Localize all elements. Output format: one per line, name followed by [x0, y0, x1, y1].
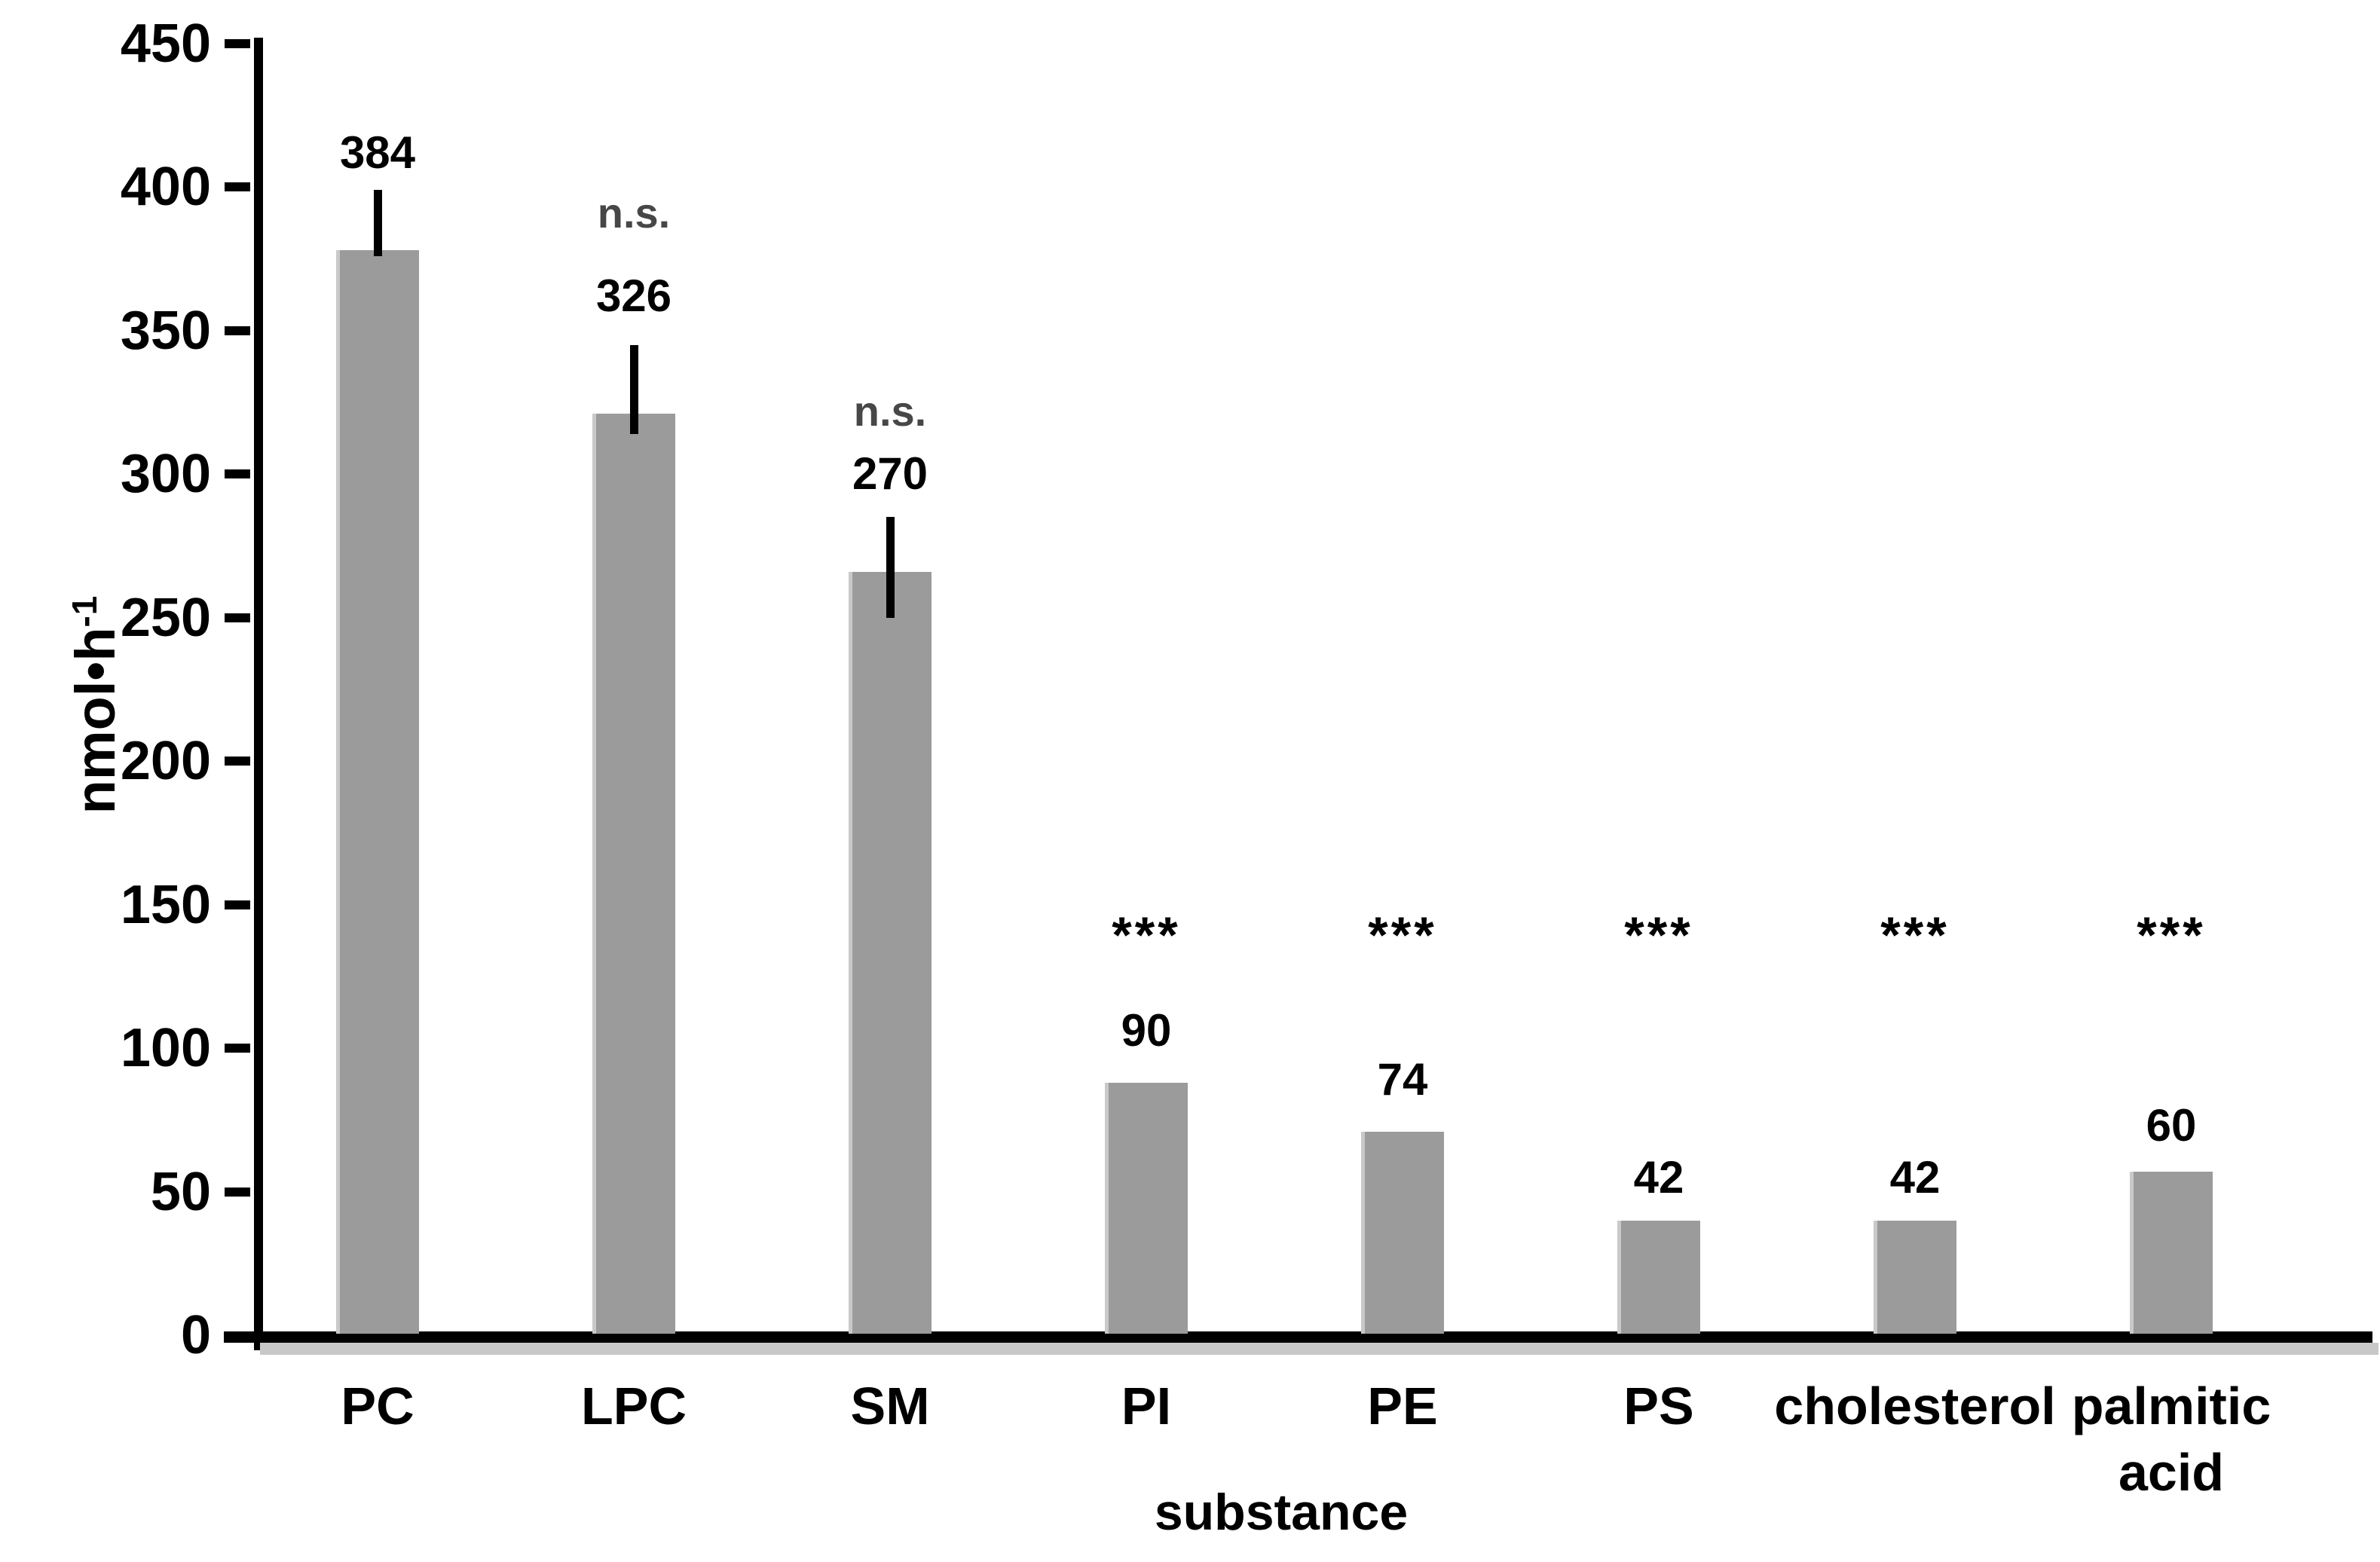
y-tick: [225, 1044, 250, 1053]
significance-annotation: ***: [1112, 906, 1181, 964]
x-axis-line: [224, 1331, 2372, 1343]
y-tick-label: 250: [120, 588, 211, 648]
bar: [1361, 1132, 1444, 1334]
bar: [1617, 1221, 1700, 1334]
bar: [1874, 1221, 1956, 1334]
y-tick: [225, 182, 250, 191]
bar-value-label: 384: [339, 127, 416, 178]
y-tick-label: 0: [180, 1305, 211, 1365]
bar: [2130, 1172, 2213, 1334]
y-axis-line: [254, 38, 263, 1350]
y-tick-label: 50: [150, 1162, 211, 1222]
bar-value-label: 60: [2146, 1100, 2197, 1151]
y-tick-label: 150: [120, 875, 211, 935]
significance-annotation: ***: [1368, 906, 1437, 964]
category-label: cholesterol: [1774, 1377, 2056, 1435]
error-bar: [630, 345, 638, 434]
significance-annotation: n.s.: [853, 387, 927, 435]
bar-value-label: 42: [1889, 1152, 1941, 1203]
category-label: PS: [1623, 1377, 1694, 1435]
significance-annotation: ***: [1880, 906, 1950, 964]
bar: [336, 250, 419, 1334]
x-axis-shadow: [260, 1343, 2378, 1355]
bar: [1105, 1083, 1188, 1334]
y-tick: [225, 757, 250, 766]
y-tick-label: 450: [120, 14, 211, 74]
category-label: PE: [1367, 1377, 1438, 1435]
category-label: PC: [341, 1377, 415, 1435]
bar-value-label: 74: [1377, 1054, 1428, 1105]
significance-annotation: n.s.: [597, 189, 671, 237]
significance-annotation: ***: [1624, 906, 1693, 964]
significance-annotation: ***: [2137, 906, 2206, 964]
category-label: LPC: [581, 1377, 687, 1435]
category-label: palmitic acid: [2071, 1377, 2271, 1502]
bar: [592, 414, 675, 1334]
y-tick-label: 100: [120, 1018, 211, 1078]
y-tick-label: 350: [120, 301, 211, 361]
y-tick-label: 300: [120, 444, 211, 504]
bar-value-label: 42: [1633, 1152, 1684, 1203]
bar-value-label: 270: [852, 448, 928, 499]
y-tick: [225, 900, 250, 909]
bar: [849, 572, 932, 1334]
error-bar: [374, 190, 382, 256]
y-tick-label: 200: [120, 731, 211, 791]
y-tick: [225, 469, 250, 478]
bar-value-label: 90: [1121, 1005, 1172, 1056]
bar-value-label: 326: [595, 271, 672, 321]
y-tick-label: 400: [120, 157, 211, 217]
y-tick: [225, 613, 250, 622]
x-axis-title: substance: [1154, 1484, 1409, 1541]
category-label: SM: [850, 1377, 930, 1435]
category-label: PI: [1121, 1377, 1172, 1435]
y-tick: [225, 39, 250, 48]
y-tick: [225, 1188, 250, 1197]
y-tick: [225, 326, 250, 335]
error-bar: [886, 517, 895, 618]
